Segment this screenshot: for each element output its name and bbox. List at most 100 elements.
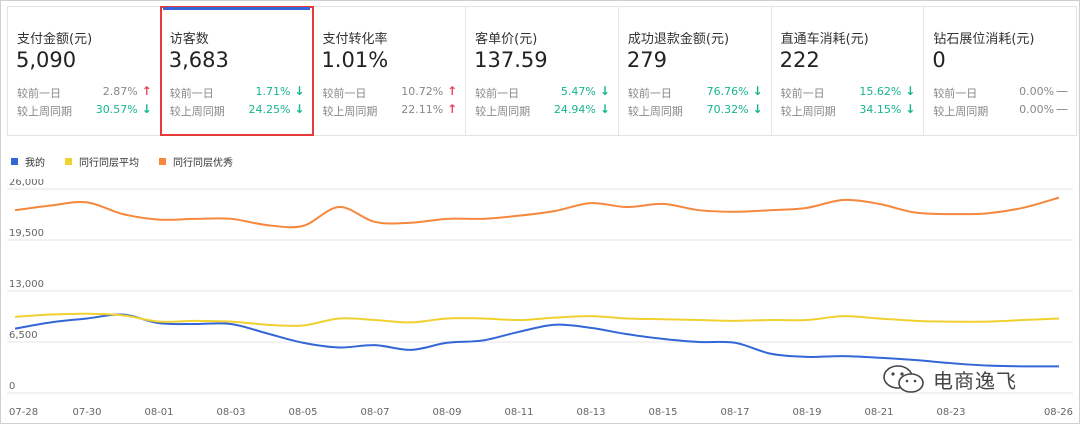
metric-value: 0 [932, 48, 946, 72]
metric-card[interactable]: 成功退款金额(元) 279 较前一日 76.76% ↓ 较上周同期 70.32%… [619, 7, 772, 135]
arrow-down-icon: ↓ [752, 102, 763, 116]
x-tick-label: 08-07 [360, 407, 389, 418]
x-tick-label: 07-28 [9, 407, 38, 418]
week-compare: 较上周同期 22.11% ↑ [322, 102, 458, 119]
day-compare-pct: 0.00% [1019, 85, 1055, 98]
legend-item-peer-average[interactable]: 同行同层平均 [65, 154, 139, 169]
y-tick-label: 6,500 [9, 330, 38, 341]
x-tick-label: 08-17 [720, 407, 749, 418]
week-compare-label: 较上周同期 [475, 105, 531, 118]
week-compare: 较上周同期 0.00% — [933, 102, 1069, 119]
day-compare-label: 较前一日 [933, 87, 978, 100]
arrow-down-icon: ↓ [294, 84, 305, 98]
x-tick-label: 08-01 [144, 407, 173, 418]
week-compare-pct: 24.25% [248, 103, 291, 116]
x-tick-label: 08-21 [864, 407, 893, 418]
metric-title: 直通车消耗(元) [780, 32, 869, 47]
metric-card-selected[interactable]: 访客数 3,683 较前一日 1.71% ↓ 较上周同期 24.25% ↓ [159, 6, 315, 136]
x-tick-label: 08-19 [792, 407, 821, 418]
week-compare-pct: 24.94% [553, 103, 596, 116]
week-compare-label: 较上周同期 [17, 105, 72, 118]
x-tick-label: 08-03 [216, 407, 245, 418]
metric-value: 1.01% [321, 48, 389, 72]
day-compare-pct: 2.87% [102, 85, 138, 98]
week-compare-label: 较上周同期 [322, 105, 378, 118]
week-compare-pct: 30.57% [95, 103, 138, 116]
arrow-up-icon: ↑ [447, 102, 458, 116]
day-compare: 较前一日 76.76% ↓ [627, 84, 763, 101]
metric-title: 客单价(元) [475, 32, 538, 47]
metric-cards: 支付金额(元) 5,090 较前一日 2.87% ↑ 较上周同期 30.57% … [7, 6, 1077, 136]
dash-icon: — [1056, 102, 1069, 116]
x-tick-label: 08-13 [576, 407, 605, 418]
legend-item-peer-excellent[interactable]: 同行同层优秀 [159, 154, 233, 169]
arrow-down-icon: ↓ [905, 102, 916, 116]
legend-swatch [65, 158, 72, 165]
legend-label: 同行同层平均 [79, 158, 139, 169]
metric-title: 访客数 [169, 32, 209, 47]
day-compare-label: 较前一日 [475, 87, 520, 100]
dash-icon: — [1056, 84, 1069, 98]
week-compare-pct: 70.32% [706, 103, 749, 116]
arrow-down-icon: ↓ [905, 84, 916, 98]
day-compare-label: 较前一日 [17, 87, 61, 100]
metric-card[interactable]: 支付金额(元) 5,090 较前一日 2.87% ↑ 较上周同期 30.57% … [8, 7, 161, 135]
day-compare-label: 较前一日 [780, 87, 825, 100]
arrow-up-icon: ↑ [141, 84, 152, 98]
day-compare-label: 较前一日 [169, 87, 214, 100]
metric-value: 222 [779, 48, 820, 72]
metric-card[interactable]: 直通车消耗(元) 222 较前一日 15.62% ↓ 较上周同期 34.15% … [772, 7, 925, 135]
metric-card[interactable]: 客单价(元) 137.59 较前一日 5.47% ↓ 较上周同期 24.94% … [466, 7, 619, 135]
x-tick-label: 07-30 [72, 407, 101, 418]
day-compare: 较前一日 15.62% ↓ [780, 84, 916, 101]
day-compare-pct: 1.71% [255, 85, 291, 98]
y-tick-label: 13,000 [9, 279, 44, 290]
week-compare: 较上周同期 70.32% ↓ [627, 102, 763, 119]
week-compare-pct: 0.00% [1019, 103, 1055, 116]
week-compare-pct: 34.15% [859, 103, 902, 116]
metric-title: 支付金额(元) [17, 32, 93, 47]
day-compare: 较前一日 2.87% ↑ [17, 84, 152, 101]
arrow-down-icon: ↓ [141, 102, 152, 116]
week-compare-pct: 22.11% [401, 103, 444, 116]
day-compare: 较前一日 10.72% ↑ [322, 84, 458, 101]
line-chart: 0 6,500 13,000 19,500 26,000 07-28 07-30 08-01 0… [7, 179, 1073, 418]
x-tick-label: 08-09 [432, 407, 461, 418]
x-tick-label: 08-23 [936, 407, 965, 418]
y-tick-label: 0 [9, 381, 15, 392]
x-tick-label: 08-15 [648, 407, 677, 418]
week-compare: 较上周同期 30.57% ↓ [17, 102, 152, 119]
series-line-mine [14, 313, 1060, 368]
day-compare-pct: 5.47% [560, 85, 596, 98]
arrow-down-icon: ↓ [294, 102, 305, 116]
watermark-text: 电商逸飞 [933, 368, 1017, 393]
day-compare-label: 较前一日 [627, 87, 672, 100]
week-compare-label: 较上周同期 [169, 105, 225, 118]
week-compare-label: 较上周同期 [627, 105, 683, 118]
series-line-peer-average [14, 312, 1060, 327]
day-compare-pct: 76.76% [706, 85, 749, 98]
x-tick-label: 08-05 [288, 407, 317, 418]
day-compare: 较前一日 1.71% ↓ [169, 84, 305, 101]
week-compare: 较上周同期 24.94% ↓ [475, 102, 610, 119]
metric-value: 137.59 [474, 48, 548, 72]
arrow-up-icon: ↑ [447, 84, 458, 98]
week-compare-label: 较上周同期 [933, 105, 989, 118]
legend-swatch [159, 158, 166, 165]
metric-card[interactable]: 钻石展位消耗(元) 0 较前一日 0.00% — 较上周同期 0.00% — [924, 7, 1076, 135]
metric-value: 279 [626, 48, 667, 72]
day-compare-pct: 10.72% [401, 85, 444, 98]
legend-item-mine[interactable]: 我的 [11, 154, 45, 169]
chart-legend: 我的 同行同层平均 同行同层优秀 [11, 154, 253, 169]
y-tick-label: 19,500 [9, 228, 44, 239]
arrow-down-icon: ↓ [599, 102, 610, 116]
metric-card[interactable]: 支付转化率 1.01% 较前一日 10.72% ↑ 较上周同期 22.11% ↑ [313, 7, 467, 135]
day-compare: 较前一日 5.47% ↓ [475, 84, 610, 101]
metric-title: 支付转化率 [322, 32, 388, 47]
metric-title: 钻石展位消耗(元) [933, 32, 1035, 47]
arrow-down-icon: ↓ [599, 84, 610, 98]
legend-label: 同行同层优秀 [173, 158, 233, 169]
day-compare-label: 较前一日 [322, 87, 367, 100]
x-tick-label: 08-26 [1044, 407, 1073, 418]
